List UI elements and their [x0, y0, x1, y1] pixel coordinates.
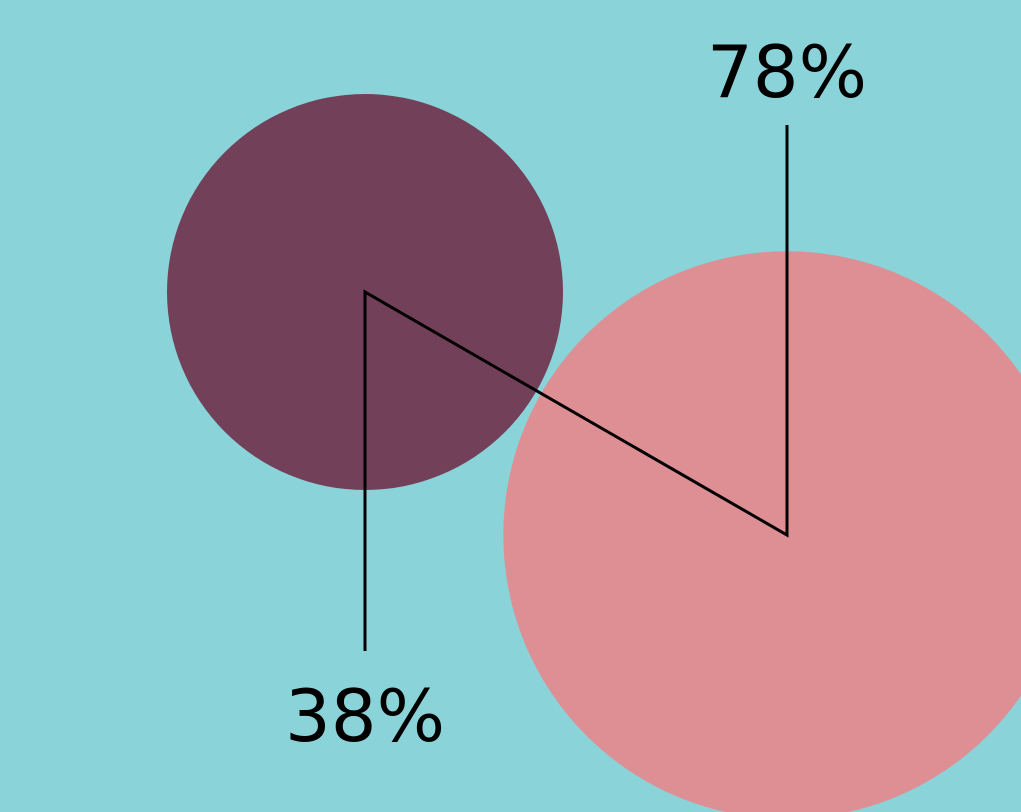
label-78-percent: 78%	[707, 30, 867, 114]
leader-connector-line	[363, 125, 789, 651]
bubble-78-percent	[503, 251, 1021, 812]
label-38-percent: 38%	[285, 674, 445, 758]
